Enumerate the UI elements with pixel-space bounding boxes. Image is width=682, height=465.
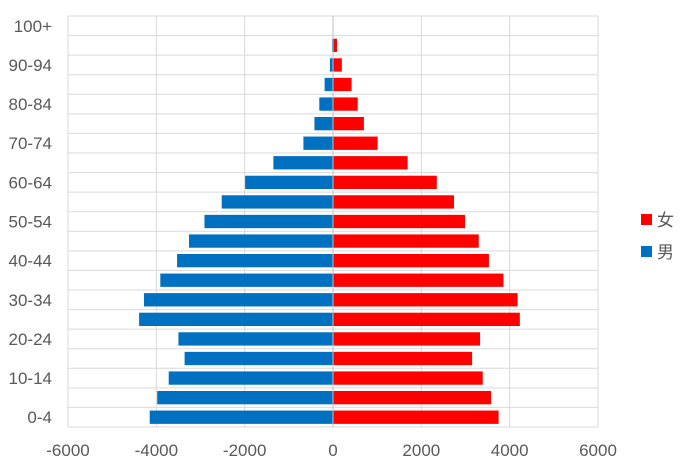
bar-male-5-9 <box>157 390 333 405</box>
bar-male-30-34 <box>143 293 333 307</box>
y-tick-label: 10-14 <box>9 369 52 388</box>
bar-female-90-94 <box>333 58 342 72</box>
bar-male-90-94 <box>329 58 333 72</box>
bar-female-5-9 <box>333 390 492 405</box>
y-tick-label: 90-94 <box>9 56 52 75</box>
legend-label-female: 女 <box>657 211 674 231</box>
y-tick-label: 30-34 <box>9 291 52 310</box>
bar-male-60-64 <box>245 175 333 190</box>
bar-male-50-54 <box>204 214 333 229</box>
x-tick-label: 4000 <box>491 441 529 460</box>
x-tick-label: 6000 <box>579 441 617 460</box>
bar-female-75-79 <box>333 116 364 131</box>
y-tick-label: 100+ <box>14 17 52 36</box>
bar-female-85-89 <box>333 77 352 92</box>
bar-male-40-44 <box>177 253 333 268</box>
bar-female-60-64 <box>333 175 437 190</box>
bar-male-85-89 <box>324 77 333 92</box>
bar-female-65-69 <box>333 156 408 170</box>
bar-female-45-49 <box>333 234 479 248</box>
y-axis-labels: 0-4 10-14 20-24 30-34 40-44 50-54 60-64 70-74 80… <box>9 17 53 427</box>
bar-male-45-49 <box>189 234 333 248</box>
bar-female-50-54 <box>333 214 466 229</box>
bar-female-55-59 <box>333 195 455 209</box>
y-tick-label: 50-54 <box>9 213 52 232</box>
bar-female-25-29 <box>333 312 520 327</box>
legend-swatch-male <box>641 246 652 257</box>
bar-male-70-74 <box>303 136 333 150</box>
bar-male-35-39 <box>160 273 333 287</box>
x-tick-label: -6000 <box>46 441 89 460</box>
bars-group <box>139 16 520 427</box>
bar-male-15-19 <box>184 351 333 366</box>
bar-female-70-74 <box>333 136 378 150</box>
bar-female-15-19 <box>333 351 473 366</box>
y-tick-label: 0-4 <box>27 408 52 427</box>
bar-male-65-69 <box>273 156 333 170</box>
x-tick-label: 2000 <box>402 441 440 460</box>
legend-label-male: 男 <box>657 243 674 263</box>
bar-female-80-84 <box>333 97 358 111</box>
y-tick-label: 60-64 <box>9 173 52 192</box>
bar-male-25-29 <box>139 312 333 327</box>
bar-male-10-14 <box>168 371 333 385</box>
x-tick-label: -2000 <box>223 441 266 460</box>
x-tick-label: 0 <box>328 441 337 460</box>
bar-male-75-79 <box>314 116 333 131</box>
bar-female-40-44 <box>333 253 489 268</box>
bar-female-20-24 <box>333 332 481 346</box>
y-tick-label: 40-44 <box>9 252 52 271</box>
bar-female-95-99 <box>333 38 337 53</box>
y-tick-label: 20-24 <box>9 330 52 349</box>
legend: 女 男 <box>641 211 674 263</box>
y-tick-label: 80-84 <box>9 95 52 114</box>
bar-male-80-84 <box>319 97 333 111</box>
legend-swatch-female <box>641 214 652 225</box>
bar-female-35-39 <box>333 273 504 287</box>
y-tick-label: 70-74 <box>9 134 52 153</box>
x-axis-labels: -6000 -4000 -2000 0 2000 4000 6000 <box>46 441 617 460</box>
x-tick-label: -4000 <box>135 441 178 460</box>
bar-male-20-24 <box>178 332 333 346</box>
bar-female-0-4 <box>333 410 499 424</box>
bar-female-10-14 <box>333 371 483 385</box>
bar-male-55-59 <box>221 195 333 209</box>
bar-male-0-4 <box>149 410 333 424</box>
bar-female-30-34 <box>333 293 518 307</box>
